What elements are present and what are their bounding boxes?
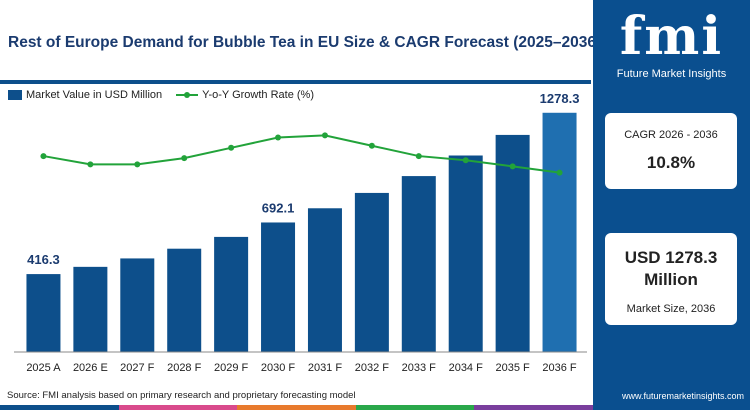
growth-rate-point [275, 134, 282, 141]
legend-line-label: Y-o-Y Growth Rate (%) [202, 89, 314, 101]
bar-2025-a [26, 274, 61, 352]
x-tick-label: 2031 F [308, 362, 343, 374]
title-divider [0, 80, 591, 84]
legend-bar-swatch [8, 90, 22, 100]
color-strip-segment [474, 405, 593, 410]
x-tick-label: 2030 F [261, 362, 296, 374]
legend-item-line: Y-o-Y Growth Rate (%) [176, 89, 314, 101]
market-size-value: USD 1278.3 Million [624, 248, 718, 289]
growth-rate-point [415, 153, 422, 160]
bar-2036-f [542, 112, 577, 352]
bar-2035-f [495, 134, 530, 352]
brand-logo: fmi Future Market Insights [593, 0, 750, 95]
data-label: 692.1 [262, 200, 295, 215]
source-note: Source: FMI analysis based on primary re… [7, 390, 356, 401]
growth-rate-point [321, 132, 328, 139]
bar-2030-f [261, 222, 296, 352]
chart-area: 2025 A 2026 E 2027 F 2028 F 2029 F 2030 F 2031… [14, 88, 588, 374]
data-label-bg [254, 198, 303, 217]
x-tick-label: 2027 F [120, 362, 155, 374]
website-link[interactable]: www.futuremarketinsights.com [622, 391, 745, 401]
data-label: 416.3 [27, 252, 60, 267]
x-tick-label: 2028 F [167, 362, 202, 374]
x-tick-label: 2034 F [449, 362, 484, 374]
market-size-label: Market Size, 2036 [626, 303, 716, 315]
bar-2031-f [307, 208, 342, 352]
bar-2032-f [354, 192, 389, 352]
color-strip-segment [355, 405, 475, 410]
growth-rate-line [43, 134, 560, 174]
growth-rate-point [134, 161, 141, 168]
color-strip [0, 405, 593, 410]
growth-rate-point [40, 153, 47, 160]
logo-subtitle: Future Market Insights [616, 68, 727, 80]
legend-item-bars: Market Value in USD Million [8, 89, 162, 101]
bar-2027-f [120, 258, 155, 352]
market-size-card: USD 1278.3 Million Market Size, 2036 [605, 233, 737, 325]
chart-title: Rest of Europe Demand for Bubble Tea in … [8, 34, 602, 51]
legend-line-swatch [176, 92, 199, 98]
cagr-value: 10.8% [646, 153, 696, 172]
legend-bar-label: Market Value in USD Million [26, 89, 163, 101]
bar-2028-f [167, 248, 202, 352]
x-tick-label: 2026 E [73, 362, 108, 374]
color-strip-segment [237, 405, 356, 410]
x-tick-label: 2035 F [496, 362, 531, 374]
growth-rate-point [509, 163, 516, 170]
data-label: 1278.3 [540, 91, 580, 106]
x-tick-label: 2029 F [214, 362, 249, 374]
cagr-card: CAGR 2026 - 2036 10.8% [605, 113, 737, 189]
bar-2026-e [73, 266, 108, 352]
color-strip-segment [0, 405, 119, 410]
bar-2034-f [448, 155, 483, 352]
growth-rate-point [556, 169, 563, 176]
x-tick-label: 2032 F [355, 362, 390, 374]
data-label-bg [19, 250, 68, 269]
logo-mark: fmi [619, 6, 724, 67]
growth-rate-point [368, 142, 375, 149]
growth-rate-point [181, 155, 188, 162]
growth-rate-point [87, 161, 94, 168]
x-tick-label: 2033 F [402, 362, 437, 374]
growth-rate-point [228, 144, 235, 151]
data-label-bg [531, 88, 588, 107]
info-panel: fmi Future Market Insights CAGR 2026 - 2… [593, 0, 750, 410]
x-tick-label: 2025 A [26, 362, 61, 374]
cagr-label: CAGR 2026 - 2036 [624, 129, 718, 141]
bar-2033-f [401, 176, 436, 352]
growth-rate-point [462, 157, 469, 164]
color-strip-segment [118, 405, 238, 410]
legend: Market Value in USD Million Y-o-Y Growth… [8, 89, 314, 101]
x-tick-label: 2036 F [542, 362, 577, 374]
bar-2029-f [214, 236, 249, 352]
